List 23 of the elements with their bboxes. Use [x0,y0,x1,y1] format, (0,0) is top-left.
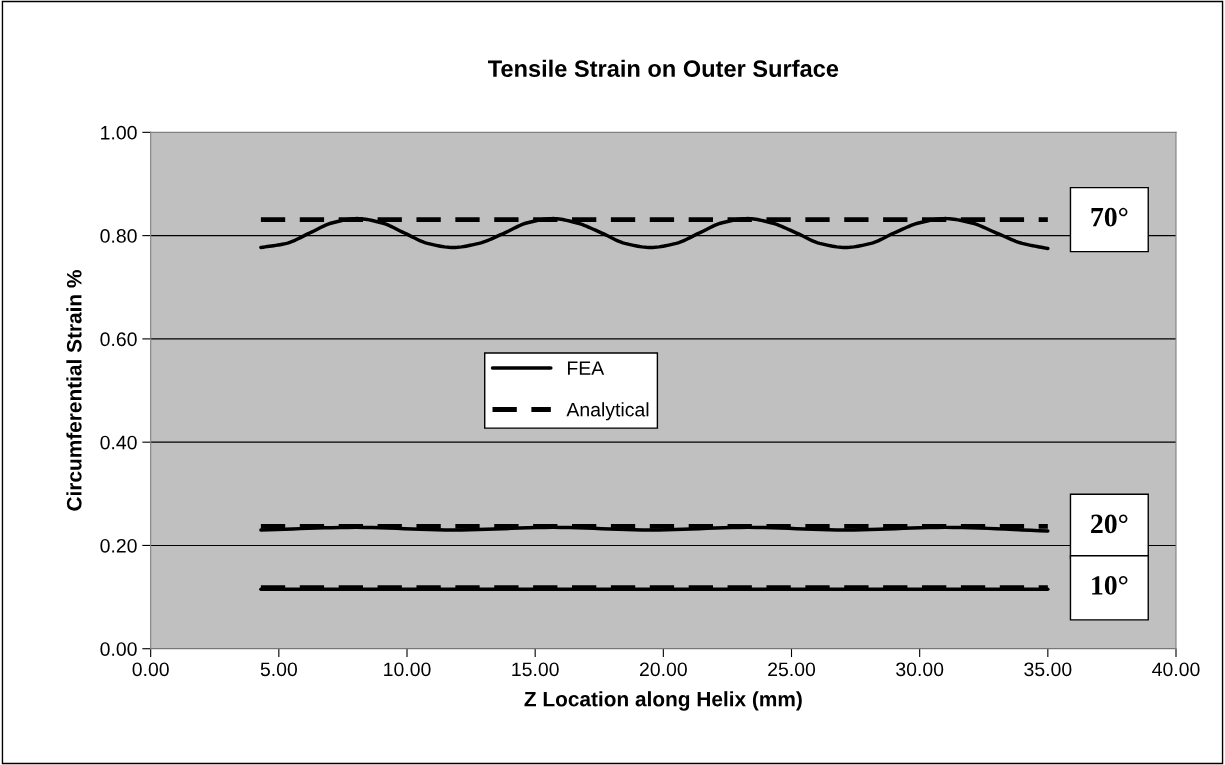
y-tick-label: 0.00 [100,642,137,656]
legend-label: FEA [567,361,605,375]
x-tick-label: 10.00 [384,662,431,677]
y-tick-label: 0.20 [100,538,137,553]
y-axis-title: Circumferential Strain % [66,270,82,511]
x-tick-label: 20.00 [639,662,687,677]
x-tick-label: 30.00 [896,662,944,677]
annotation: 70° [1091,207,1128,227]
x-tick-label: 15.00 [512,662,559,677]
annotation: 20° [1091,514,1128,534]
x-tick-label: 40.00 [1152,662,1200,677]
legend-label: Analytical [566,402,649,421]
x-tick-label: 0.00 [132,662,169,677]
y-tick-label: 0.60 [100,332,137,347]
x-tick-label: 5.00 [260,662,297,677]
y-tick-label: 0.80 [100,229,137,243]
y-tick-label: 1.00 [101,125,137,140]
x-axis-title: Z Location along Helix (mm) [524,691,802,711]
y-tick-label: 0.40 [100,435,137,450]
x-tick-label: 25.00 [768,662,816,677]
x-tick-label: 35.00 [1024,662,1072,677]
annotation: 10° [1092,576,1128,595]
chart-title: Tensile Strain on Outer Surface [488,59,839,78]
